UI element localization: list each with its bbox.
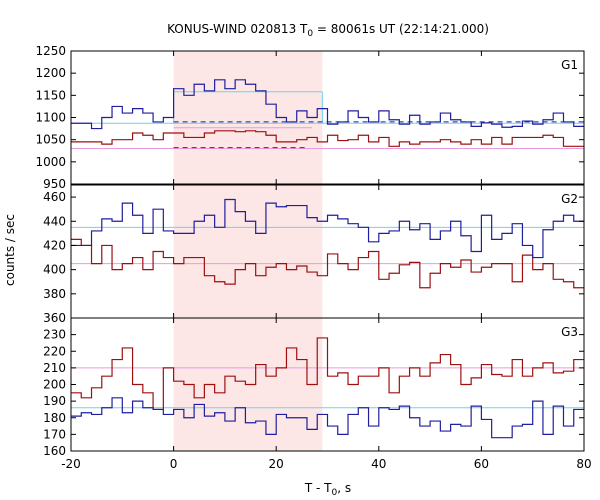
panel-frame — [70, 184, 585, 319]
x-tick-label: 40 — [371, 457, 386, 471]
x-axis-title: T - T0, s — [304, 481, 351, 498]
x-tick-label: 20 — [269, 457, 284, 471]
x-axis-title-rest: , s — [337, 481, 351, 495]
highlight-interval — [173, 51, 323, 184]
y-tick-label: 1150 — [35, 88, 66, 102]
x-axis-title-subscript: 0 — [332, 488, 338, 498]
x-tick-label: 60 — [474, 457, 489, 471]
y-tick-label: 230 — [43, 328, 66, 342]
red-count-series — [71, 238, 584, 289]
panels: 950100010501100115012001250G136038040042… — [35, 44, 591, 471]
x-tick-label: 0 — [170, 457, 178, 471]
highlight-interval — [173, 185, 323, 318]
y-tick-label: 1250 — [35, 44, 66, 58]
panel-g1: 950 1000 1050 1100 1150 1200 1250 G1 — [35, 44, 585, 191]
panel-label: G1 — [561, 58, 578, 72]
y-tick-label: 950 — [43, 177, 66, 191]
y-tick-label: 160 — [43, 444, 66, 458]
blue-count-series — [71, 79, 584, 130]
chart-title-main: KONUS-WIND 020813 T — [167, 22, 308, 36]
x-tick-labels: -20 0 20 40 60 80 — [61, 457, 591, 471]
chart-title-subscript: 0 — [307, 29, 313, 39]
y-tick-label: 190 — [43, 394, 66, 408]
panel-label: G3 — [561, 325, 578, 339]
x-axis-title-main: T - T — [304, 481, 332, 495]
y-tick-label: 420 — [43, 238, 66, 252]
y-tick-label: 1100 — [35, 111, 66, 125]
y-tick-label: 380 — [43, 287, 66, 301]
red-count-series — [71, 337, 584, 411]
y-tick-label: 1050 — [35, 133, 66, 147]
y-tick-label: 210 — [43, 361, 66, 375]
y-tick-label: 1200 — [35, 66, 66, 80]
panel-g3: 160 170 180 190 200 210 220 230 G3 — [43, 317, 585, 458]
panel-label: G2 — [561, 192, 578, 206]
blue-count-series — [71, 397, 584, 439]
y-tick-label: 170 — [43, 427, 66, 441]
chart-title-rest: = 80061s UT (22:14:21.000) — [313, 22, 489, 36]
y-tick-label: 400 — [43, 263, 66, 277]
chart-title: KONUS-WIND 020813 T0 = 80061s UT (22:14:… — [167, 22, 489, 39]
y-tick-label: 1000 — [35, 155, 66, 169]
red-count-series — [71, 130, 584, 147]
y-tick-label: 200 — [43, 378, 66, 392]
x-tick-label: -20 — [61, 457, 81, 471]
y-tick-label: 360 — [43, 311, 66, 325]
y-tick-label: 220 — [43, 344, 66, 358]
y-axis-title: counts / sec — [3, 214, 17, 286]
y-tick-label: 180 — [43, 411, 66, 425]
panel-g2: 360 380 400 420 440 460 G2 — [43, 184, 585, 325]
y-tick-label: 440 — [43, 214, 66, 228]
y-tick-label: 460 — [43, 190, 66, 204]
blue-count-series — [71, 198, 584, 259]
x-tick-label: 80 — [576, 457, 591, 471]
